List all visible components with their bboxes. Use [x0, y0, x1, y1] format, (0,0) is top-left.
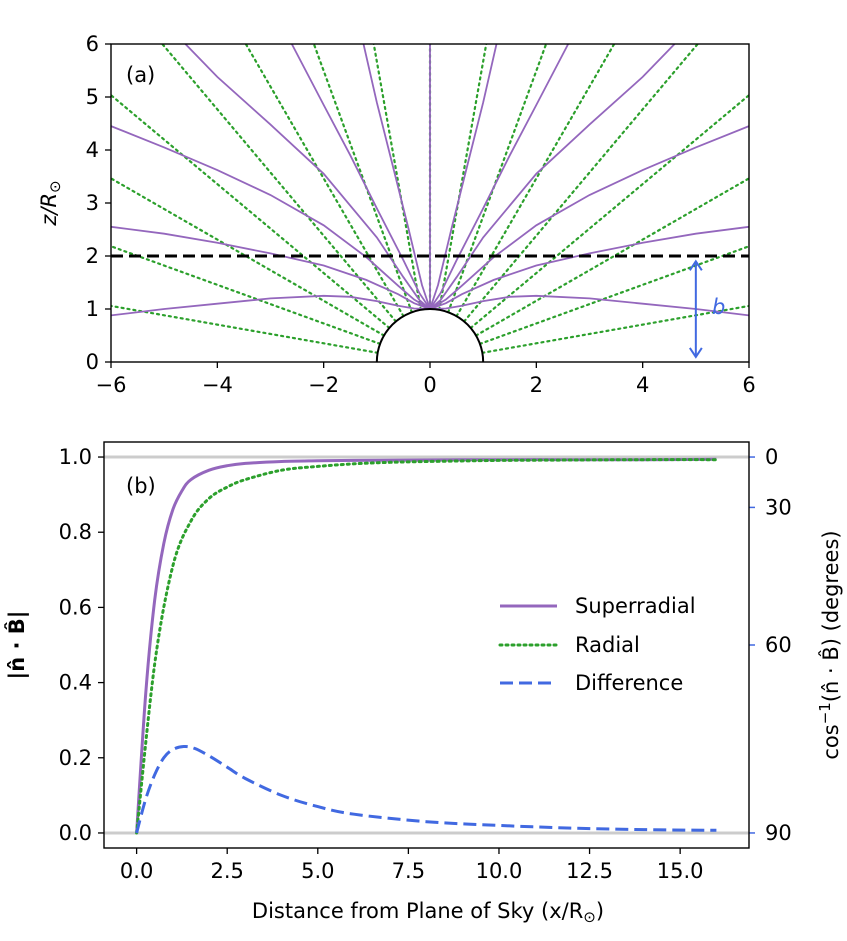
fieldline-r1-right: [429, 294, 749, 317]
a-xtick-label-6: 6: [742, 373, 755, 397]
b-xtick-label-4: 10.0: [476, 859, 523, 883]
a-ytick-label-3: 3: [86, 191, 99, 215]
radial-line-1: [478, 245, 749, 345]
panel-a-frame: [110, 43, 750, 363]
sun-disk: [375, 308, 485, 362]
legend: Superradial Radial Difference: [498, 594, 696, 695]
b-arrow-head-top: [689, 259, 703, 271]
b-ytick-label-1: 0.2: [59, 746, 92, 770]
fieldline-r3-right: [429, 125, 749, 310]
a-xtick-label-5: 4: [636, 373, 649, 397]
a-ytick-label-2: 2: [86, 244, 99, 268]
b-rtick-label-3: 90: [765, 821, 792, 845]
b-label: b: [712, 295, 725, 319]
a-xtick-label-3: 0: [423, 373, 436, 397]
radial-line-7: [438, 44, 488, 311]
fieldline-r5-right: [429, 44, 569, 310]
b-xtick-label-1: 2.5: [210, 859, 243, 883]
series-superradial: [135, 457, 717, 834]
radial-line-13: [111, 93, 391, 330]
b-ytick-label-5: 1.0: [59, 445, 92, 469]
b-xtick-label-0: 0.0: [120, 859, 153, 883]
panel-b-series: [104, 455, 749, 835]
b-xtick-label-2: 5.0: [301, 859, 334, 883]
panel-b-tag: (b): [126, 474, 156, 498]
fieldline-r2-right: [429, 225, 749, 310]
a-xtick-label-4: 2: [530, 373, 543, 397]
b-xtick-label-6: 15.0: [657, 859, 704, 883]
series-radial: [135, 458, 718, 835]
b-rtick-label-1: 30: [765, 495, 792, 519]
radial-line-15: [111, 245, 382, 345]
b-rtick-label-2: 60: [765, 633, 792, 657]
radial-line-9: [372, 44, 422, 311]
legend-difference: Difference: [575, 671, 683, 695]
panel-a-fieldlines: [111, 44, 749, 362]
a-xtick-label-2: −2: [308, 373, 339, 397]
panel-b-frame: [103, 441, 750, 849]
b-arrow-head-bottom: [689, 347, 703, 359]
b-xtick-label-3: 7.5: [392, 859, 425, 883]
a-xtick-label-0: −6: [96, 373, 127, 397]
radial-line-14: [111, 177, 386, 337]
b-xtick-label-5: 12.5: [566, 859, 613, 883]
a-ytick-label-4: 4: [86, 138, 99, 162]
panel-b-ticks: 0.0 2.5 5.0 7.5 10.0 12.5 15.0 0.0 0.2 0.4 0.6 0.8 1…: [59, 445, 792, 883]
panel-b-xlabel: Distance from Plane of Sky (x/R⊙): [252, 899, 604, 926]
radial-line-4: [463, 44, 700, 323]
a-ytick-label-1: 1: [86, 297, 99, 321]
fieldline-r5-left: [291, 44, 431, 310]
a-ytick-label-0: 0: [86, 350, 99, 374]
radial-line-10: [312, 44, 413, 314]
legend-superradial: Superradial: [575, 594, 696, 618]
radial-line-11: [244, 44, 405, 318]
radial-line-12: [160, 44, 397, 323]
panel-a-ticks: −6 −4 −2 0 2 4 6 0 1 2 3 4 5 6: [86, 32, 756, 397]
radial-line-2: [474, 177, 749, 337]
fieldline-r6-right: [429, 44, 498, 310]
radial-line-5: [455, 44, 616, 318]
panel-b-ylabel-left: |n̂ · B̂|: [4, 611, 30, 680]
panel-b: 0.0 2.5 5.0 7.5 10.0 12.5 15.0 0.0 0.2 0.4 0.6 0.8 1…: [4, 441, 843, 926]
fieldline-r2-left: [111, 225, 431, 310]
b-ytick-label-2: 0.4: [59, 671, 92, 695]
b-rtick-label-0: 0: [765, 445, 778, 469]
fieldline-r4-left: [184, 44, 431, 310]
fieldline-r3-left: [111, 125, 431, 310]
a-ytick-label-5: 5: [86, 85, 99, 109]
panel-b-ylabel-right: cos−1(n̂ · B̂) (degrees): [816, 530, 843, 759]
panel-a-tag: (a): [126, 63, 155, 87]
panel-a: −6 −4 −2 0 2 4 6 0 1 2 3 4 5 6 (a) b z/R⊙: [37, 32, 756, 397]
a-xtick-label-1: −4: [202, 373, 233, 397]
b-ytick-label-4: 0.8: [59, 520, 92, 544]
fieldline-r6-left: [362, 44, 431, 310]
series-difference: [135, 744, 717, 834]
radial-line-3: [469, 93, 749, 330]
radial-line-0: [481, 304, 749, 354]
b-ytick-label-3: 0.6: [59, 595, 92, 619]
fieldline-r4-right: [429, 44, 676, 310]
radial-line-6: [447, 44, 548, 314]
radial-line-16: [111, 304, 379, 354]
panel-a-ylabel: z/R⊙: [37, 180, 64, 226]
a-ytick-label-6: 6: [86, 32, 99, 56]
b-ytick-label-0: 0.0: [59, 821, 92, 845]
legend-radial: Radial: [575, 633, 640, 657]
fieldline-r1-left: [111, 294, 431, 317]
